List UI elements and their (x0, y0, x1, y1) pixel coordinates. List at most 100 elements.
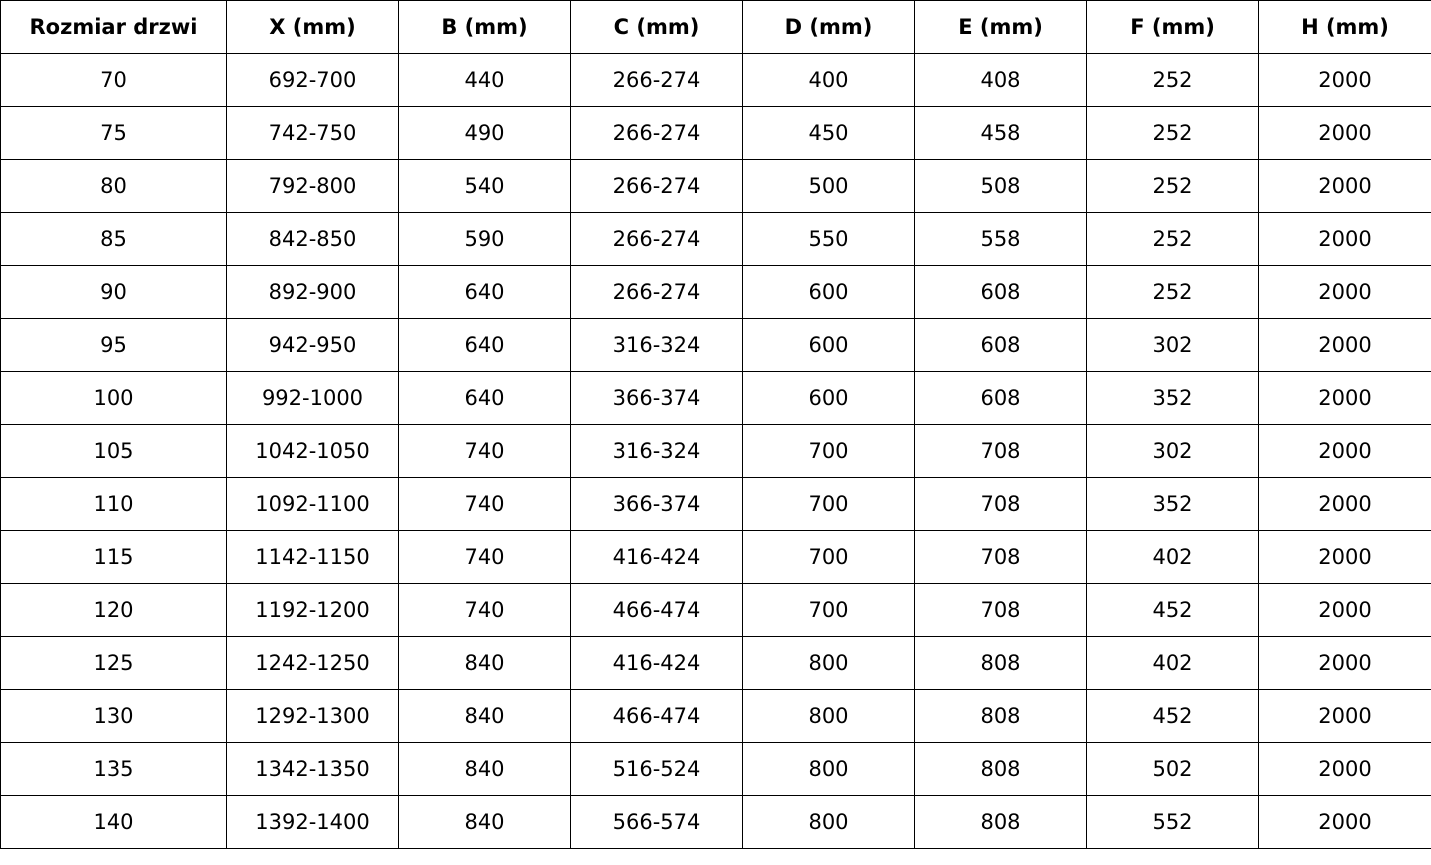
table-cell: 840 (398, 636, 571, 690)
table-row: 120 1192-1200 740 466-474 700 708 452 2000 (0, 583, 1431, 637)
table-row: 90 892-900 640 266-274 600 608 252 2000 (0, 265, 1431, 319)
table-cell: 1392-1400 (226, 795, 399, 849)
table-cell: 608 (914, 265, 1087, 319)
table-cell: 516-524 (570, 742, 743, 796)
table-cell: 2000 (1258, 265, 1431, 319)
table-cell: 266-274 (570, 159, 743, 213)
table-cell: 800 (742, 636, 915, 690)
table-cell: 352 (1086, 371, 1259, 425)
table-cell: 640 (398, 265, 571, 319)
table-cell: 2000 (1258, 106, 1431, 160)
table-cell: 80 (0, 159, 227, 213)
table-cell: 742-750 (226, 106, 399, 160)
table-cell: 992-1000 (226, 371, 399, 425)
table-header: Rozmiar drzwi X (mm) B (mm) C (mm) D (mm) E (… (0, 0, 1431, 54)
table-cell: 1342-1350 (226, 742, 399, 796)
table-body: 70 692-700 440 266-274 400 408 252 2000 75 742-75… (0, 53, 1431, 849)
table-cell: 252 (1086, 53, 1259, 107)
table-cell: 252 (1086, 212, 1259, 266)
table-cell: 700 (742, 583, 915, 637)
table-cell: 2000 (1258, 689, 1431, 743)
table-cell: 416-424 (570, 636, 743, 690)
table-row: 70 692-700 440 266-274 400 408 252 2000 (0, 53, 1431, 107)
table-cell: 566-574 (570, 795, 743, 849)
table-row: 115 1142-1150 740 416-424 700 708 402 2000 (0, 530, 1431, 584)
table-row: 135 1342-1350 840 516-524 800 808 502 2000 (0, 742, 1431, 796)
table-cell: 700 (742, 530, 915, 584)
table-cell: 808 (914, 795, 1087, 849)
table-cell: 808 (914, 636, 1087, 690)
table-cell: 2000 (1258, 318, 1431, 372)
table-cell: 558 (914, 212, 1087, 266)
header-row: Rozmiar drzwi X (mm) B (mm) C (mm) D (mm) E (… (0, 0, 1431, 54)
table-cell: 316-324 (570, 424, 743, 478)
table-cell: 1292-1300 (226, 689, 399, 743)
table-cell: 540 (398, 159, 571, 213)
table-cell: 700 (742, 477, 915, 531)
table-row: 85 842-850 590 266-274 550 558 252 2000 (0, 212, 1431, 266)
table-cell: 402 (1086, 636, 1259, 690)
table-cell: 366-374 (570, 477, 743, 531)
table-cell: 400 (742, 53, 915, 107)
table-cell: 466-474 (570, 583, 743, 637)
table-cell: 120 (0, 583, 227, 637)
table-cell: 2000 (1258, 424, 1431, 478)
column-header: B (mm) (398, 0, 571, 54)
table-cell: 2000 (1258, 371, 1431, 425)
table-cell: 105 (0, 424, 227, 478)
table-cell: 708 (914, 477, 1087, 531)
column-header: E (mm) (914, 0, 1087, 54)
table-cell: 450 (742, 106, 915, 160)
table-cell: 452 (1086, 583, 1259, 637)
table-cell: 125 (0, 636, 227, 690)
table-cell: 266-274 (570, 53, 743, 107)
column-header: D (mm) (742, 0, 915, 54)
table-cell: 352 (1086, 477, 1259, 531)
column-header: F (mm) (1086, 0, 1259, 54)
table-row: 105 1042-1050 740 316-324 700 708 302 2000 (0, 424, 1431, 478)
table-cell: 840 (398, 795, 571, 849)
table-cell: 792-800 (226, 159, 399, 213)
table-cell: 100 (0, 371, 227, 425)
table-cell: 2000 (1258, 742, 1431, 796)
table-cell: 402 (1086, 530, 1259, 584)
table-cell: 2000 (1258, 477, 1431, 531)
table-cell: 302 (1086, 424, 1259, 478)
table-cell: 500 (742, 159, 915, 213)
table-cell: 692-700 (226, 53, 399, 107)
table-cell: 2000 (1258, 53, 1431, 107)
table-row: 140 1392-1400 840 566-574 800 808 552 2000 (0, 795, 1431, 849)
table-cell: 1242-1250 (226, 636, 399, 690)
table-cell: 1192-1200 (226, 583, 399, 637)
table-cell: 95 (0, 318, 227, 372)
table-cell: 840 (398, 689, 571, 743)
table-cell: 600 (742, 371, 915, 425)
table-cell: 640 (398, 371, 571, 425)
table-cell: 708 (914, 424, 1087, 478)
table-cell: 740 (398, 530, 571, 584)
table-cell: 466-474 (570, 689, 743, 743)
table-cell: 508 (914, 159, 1087, 213)
table-cell: 302 (1086, 318, 1259, 372)
table-row: 110 1092-1100 740 366-374 700 708 352 2000 (0, 477, 1431, 531)
table-cell: 1092-1100 (226, 477, 399, 531)
table-cell: 2000 (1258, 583, 1431, 637)
table-cell: 800 (742, 742, 915, 796)
table-cell: 1142-1150 (226, 530, 399, 584)
table-cell: 452 (1086, 689, 1259, 743)
table-cell: 2000 (1258, 212, 1431, 266)
table-cell: 266-274 (570, 265, 743, 319)
table-cell: 1042-1050 (226, 424, 399, 478)
table-cell: 440 (398, 53, 571, 107)
table-cell: 90 (0, 265, 227, 319)
table-cell: 2000 (1258, 636, 1431, 690)
table-cell: 708 (914, 583, 1087, 637)
table-cell: 366-374 (570, 371, 743, 425)
table-cell: 840 (398, 742, 571, 796)
table-cell: 892-900 (226, 265, 399, 319)
table-cell: 800 (742, 689, 915, 743)
table-cell: 85 (0, 212, 227, 266)
table-cell: 252 (1086, 265, 1259, 319)
column-header: H (mm) (1258, 0, 1431, 54)
